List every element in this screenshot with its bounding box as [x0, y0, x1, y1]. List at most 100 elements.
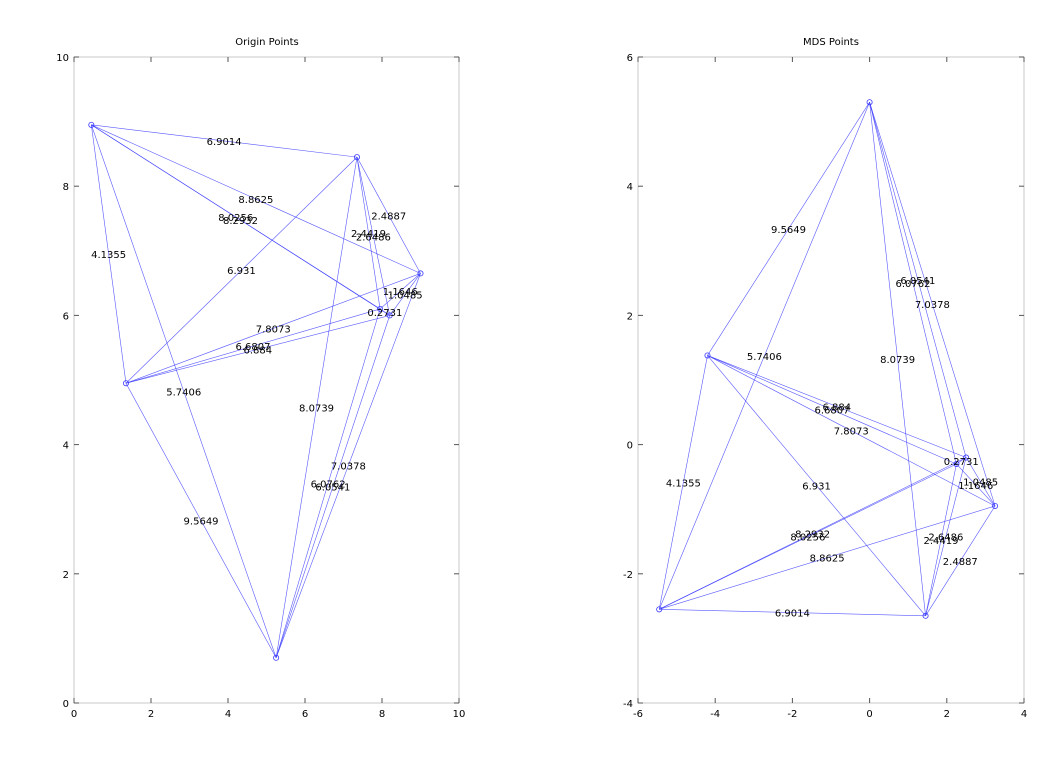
- origin-points-nodes: [88, 121, 424, 661]
- origin-points-distance-label: 2.4887: [371, 211, 406, 222]
- mds-points-distance-label: 7.0378: [915, 300, 950, 311]
- mds-points-distance-label: 2.6486: [928, 533, 963, 544]
- mds-points-edge: [869, 102, 967, 458]
- origin-points-x-tick-label: 0: [71, 709, 77, 720]
- origin-points-edge: [125, 156, 358, 384]
- mds-points-distance-label: 1.0485: [963, 478, 998, 489]
- mds-points-edge: [956, 463, 996, 507]
- mds-points-nodes: [656, 99, 999, 619]
- origin-points-distance-label: 8.2932: [223, 216, 258, 227]
- origin-points-distance-label: 7.8073: [256, 324, 291, 335]
- mds-points-edge: [707, 355, 996, 507]
- mds-points-point-marker: [953, 460, 960, 467]
- mds-points-distance-label: 8.8625: [810, 554, 845, 565]
- origin-points-edge: [91, 124, 421, 274]
- mds-points-distance-label: 2.4887: [943, 557, 978, 568]
- origin-points-distance-label: 8.0739: [299, 403, 334, 414]
- origin-points-point-marker: [88, 121, 95, 128]
- mds-points-distance-label: 6.931: [802, 482, 831, 493]
- mds-points-distance-label: 6.0541: [900, 276, 935, 287]
- mds-points-x-tick-label: 4: [1021, 709, 1027, 720]
- mds-points-edge: [659, 505, 996, 610]
- origin-points-y-tick-label: 0: [63, 699, 69, 710]
- mds-points-distance-label: 0.2731: [944, 457, 979, 468]
- mds-points-edge: [707, 102, 870, 356]
- origin-points-edge: [91, 124, 358, 158]
- origin-points-edge: [275, 315, 390, 658]
- mds-points-y-tick-label: 6: [627, 53, 633, 64]
- mds-points-edge: [925, 457, 967, 616]
- origin-points-edge: [125, 315, 390, 384]
- origin-points-y-tick-label: 10: [56, 53, 69, 64]
- mds-points-edge: [925, 505, 996, 616]
- origin-points-edge: [356, 156, 421, 274]
- mds-points-point-marker: [866, 99, 873, 106]
- mds-points-edge: [869, 102, 926, 616]
- mds-points-edge: [707, 355, 957, 465]
- origin-points-distance-label: 5.7406: [166, 387, 201, 398]
- origin-points-point-marker: [417, 270, 424, 277]
- origin-points-edge: [275, 157, 358, 658]
- origin-points-distance-label: 1.1646: [383, 287, 418, 298]
- origin-points-point-marker: [386, 312, 393, 319]
- origin-points-edge: [389, 273, 421, 316]
- mds-points-distance-label: 9.5649: [771, 225, 806, 236]
- origin-points-x-tick-label: 2: [148, 709, 154, 720]
- mds-points-edge: [869, 102, 996, 507]
- mds-points-edge: [925, 463, 957, 616]
- origin-points-edge: [91, 124, 127, 384]
- mds-points-edge: [658, 355, 708, 610]
- origin-points-distance-label: 6.9014: [207, 137, 242, 148]
- mds-points-edges: [658, 102, 996, 617]
- mds-points-edge: [965, 457, 996, 507]
- mds-points-x-tick-label: 2: [944, 709, 950, 720]
- origin-points-distance-label: 4.1355: [91, 250, 126, 261]
- mds-points-y-tick-label: -4: [623, 699, 633, 710]
- origin-points-title: Origin Points: [235, 37, 298, 48]
- origin-points-distance-label: 8.0256: [218, 213, 253, 224]
- origin-points-y-tick-label: 8: [63, 182, 69, 193]
- origin-points-edge: [356, 157, 390, 316]
- origin-points-distance-label: 1.0485: [388, 290, 423, 301]
- mds-points-distance-label: 1.1646: [958, 481, 993, 492]
- mds-points-distance-label: 5.7406: [747, 352, 782, 363]
- origin-points-point-marker: [122, 380, 129, 387]
- mds-points-edge: [869, 102, 957, 465]
- origin-points-ticks: 0 2 4 6 8 10 0 2 4 6 8 10: [56, 53, 465, 720]
- origin-points-edge: [91, 124, 390, 316]
- origin-points-edge: [356, 157, 381, 309]
- origin-points-distance-label: 8.8625: [238, 195, 273, 206]
- mds-points-edge: [956, 457, 967, 465]
- mds-points-x-tick-label: -4: [710, 709, 720, 720]
- origin-points-point-marker: [377, 305, 384, 312]
- mds-points-axes-frame: [637, 56, 1025, 704]
- mds-points-point-marker: [963, 454, 970, 461]
- origin-points-edge: [275, 273, 421, 658]
- mds-points-distance-label: 6.884: [822, 402, 851, 413]
- mds-points-title: MDS Points: [803, 37, 859, 48]
- mds-points-edge: [659, 609, 926, 617]
- origin-points-y-tick-label: 2: [63, 570, 69, 581]
- mds-points-edge: [658, 102, 870, 610]
- origin-points-distance-label: 6.6807: [236, 342, 271, 353]
- mds-points-distance-label: 8.0739: [880, 355, 915, 366]
- origin-points-x-tick-label: 4: [225, 709, 231, 720]
- mds-points-edge: [707, 355, 926, 616]
- origin-points-x-tick-label: 8: [379, 709, 385, 720]
- mds-points-x-tick-label: 0: [866, 709, 872, 720]
- origin-points-edge: [91, 124, 277, 658]
- origin-points-y-tick-label: 4: [63, 441, 69, 452]
- origin-points-x-tick-label: 6: [302, 709, 308, 720]
- mds-points-distance-label: 4.1355: [666, 478, 701, 489]
- origin-points-distance-label: 6.931: [227, 266, 256, 277]
- origin-points-distance-label: 7.0378: [331, 462, 366, 473]
- origin-points-edge: [125, 383, 277, 658]
- mds-points-distance-label: 6.0762: [896, 279, 931, 290]
- mds-points-distance-label: 7.8073: [834, 427, 869, 438]
- mds-points-distance-label: 8.0256: [790, 533, 825, 544]
